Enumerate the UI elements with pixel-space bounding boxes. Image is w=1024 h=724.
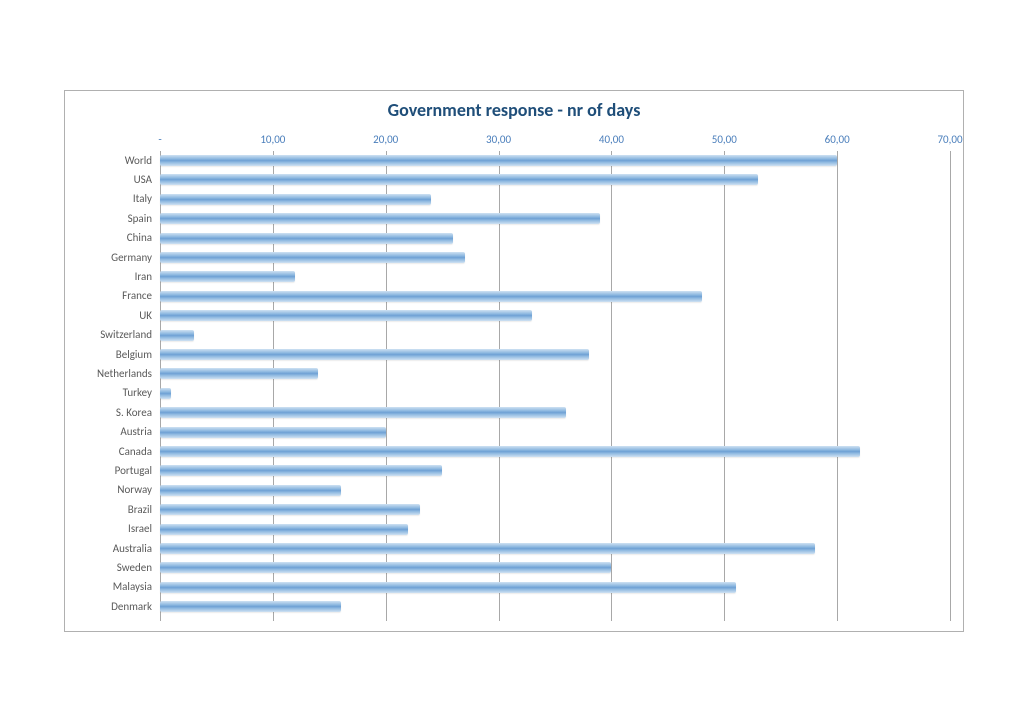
bar [160, 485, 341, 496]
bar [160, 213, 600, 224]
bar [160, 349, 589, 360]
bar [160, 504, 420, 515]
bar [160, 330, 194, 341]
y-category-label: Germany [60, 252, 152, 263]
y-category-label: China [60, 232, 152, 243]
bar [160, 252, 465, 263]
y-category-label: Malaysia [60, 581, 152, 592]
y-category-label: Switzerland [60, 329, 152, 340]
bar [160, 155, 837, 166]
y-category-label: USA [60, 174, 152, 185]
y-category-label: Sweden [60, 562, 152, 573]
bar [160, 310, 532, 321]
chart-frame: Government response - nr of days -10,002… [64, 90, 964, 632]
bar [160, 562, 611, 573]
bar [160, 446, 860, 457]
bar [160, 291, 702, 302]
bar [160, 388, 171, 399]
x-tick-label: 60,00 [825, 133, 850, 146]
y-category-label: Denmark [60, 601, 152, 612]
y-category-label: S. Korea [60, 407, 152, 418]
bar [160, 465, 442, 476]
y-category-label: Italy [60, 193, 152, 204]
x-tick-label: 10,00 [260, 133, 285, 146]
x-tick-label: 50,00 [712, 133, 737, 146]
y-category-label: Norway [60, 484, 152, 495]
bar [160, 582, 736, 593]
bar [160, 174, 758, 185]
y-category-label: Iran [60, 271, 152, 282]
bar [160, 601, 341, 612]
plot-area: -10,0020,0030,0040,0050,0060,0070,00Worl… [160, 151, 950, 621]
y-category-label: World [60, 155, 152, 166]
y-category-label: Canada [60, 446, 152, 457]
bar [160, 368, 318, 379]
x-tick-label: 20,00 [373, 133, 398, 146]
bar [160, 233, 453, 244]
y-category-label: Belgium [60, 349, 152, 360]
x-tick-label: 40,00 [599, 133, 624, 146]
y-category-label: UK [60, 310, 152, 321]
y-category-label: France [60, 290, 152, 301]
y-category-label: Portugal [60, 465, 152, 476]
x-tick-label: - [158, 133, 161, 146]
bar [160, 524, 408, 535]
y-category-label: Austria [60, 426, 152, 437]
y-category-label: Netherlands [60, 368, 152, 379]
bar [160, 271, 295, 282]
x-tick-label: 30,00 [486, 133, 511, 146]
y-category-label: Brazil [60, 504, 152, 515]
gridline [837, 151, 838, 621]
bar [160, 427, 386, 438]
bar [160, 543, 815, 554]
y-category-label: Turkey [60, 387, 152, 398]
x-tick-label: 70,00 [937, 133, 962, 146]
gridline [950, 151, 951, 621]
y-category-label: Israel [60, 523, 152, 534]
y-category-label: Spain [60, 213, 152, 224]
bar [160, 194, 431, 205]
bar [160, 407, 566, 418]
chart-title: Government response - nr of days [65, 99, 963, 121]
y-category-label: Australia [60, 543, 152, 554]
